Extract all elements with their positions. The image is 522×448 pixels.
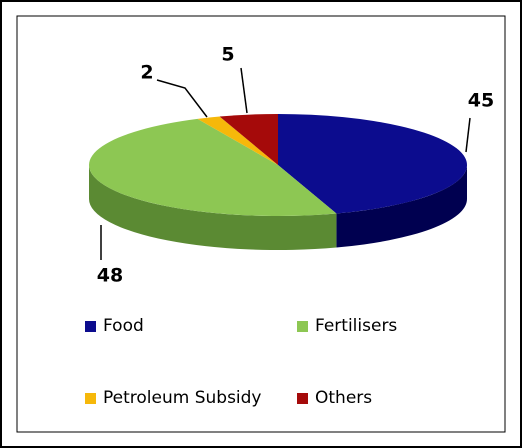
legend-swatch	[85, 321, 96, 332]
legend-swatch	[85, 393, 96, 404]
legend-label: Others	[315, 388, 372, 408]
slice-side	[89, 165, 337, 250]
legend-label: Food	[103, 316, 144, 336]
legend-label: Petroleum Subsidy	[103, 388, 262, 408]
slice-side	[336, 165, 467, 248]
slice	[197, 116, 278, 165]
slice	[278, 114, 468, 214]
data-label: 2	[140, 62, 153, 84]
slice	[219, 114, 278, 165]
leader-line	[465, 117, 471, 153]
data-label: 5	[221, 44, 234, 66]
legend-swatch	[297, 321, 308, 332]
leader-line	[240, 67, 248, 114]
plot-frame	[16, 15, 506, 433]
data-label: 45	[468, 90, 494, 112]
leader-line	[156, 79, 208, 118]
slice	[88, 118, 337, 217]
legend-label: Fertilisers	[315, 316, 397, 336]
data-label: 48	[97, 265, 123, 287]
legend-swatch	[297, 393, 308, 404]
